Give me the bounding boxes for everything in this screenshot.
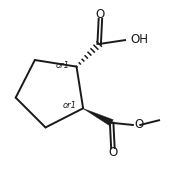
Text: O: O — [96, 8, 105, 21]
Text: or1: or1 — [62, 101, 76, 110]
Polygon shape — [83, 108, 113, 126]
Text: O: O — [108, 146, 118, 159]
Text: or1: or1 — [56, 61, 70, 70]
Text: O: O — [134, 118, 144, 131]
Text: OH: OH — [130, 33, 148, 46]
